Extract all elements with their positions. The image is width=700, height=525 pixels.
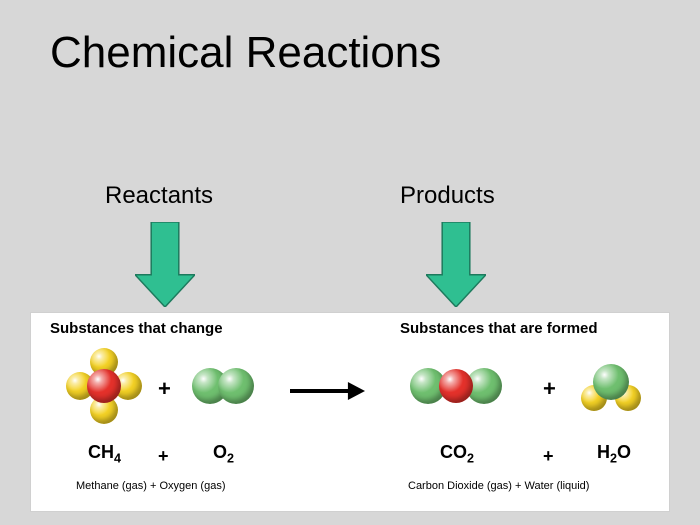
- atom-carbon: [87, 369, 121, 403]
- plus-right: +: [543, 376, 556, 402]
- formula-o2: O2: [213, 442, 234, 466]
- formula-co2: CO2: [440, 442, 474, 466]
- arrow-products: [426, 222, 486, 307]
- slide-title: Chemical Reactions: [50, 28, 441, 78]
- atom-oxygen: [593, 364, 629, 400]
- plus-formula-right: +: [543, 446, 554, 467]
- label-products: Products: [400, 182, 495, 210]
- plus-left: +: [158, 376, 171, 402]
- arrow-reactants: [135, 222, 195, 307]
- plus-formula-left: +: [158, 446, 169, 467]
- atom-oxygen: [218, 368, 254, 404]
- label-reactants: Reactants: [105, 182, 213, 210]
- desc-reactants: Methane (gas) + Oxygen (gas): [76, 480, 226, 492]
- formula-ch4: CH4: [88, 442, 121, 466]
- formula-h2o: H2O: [597, 442, 631, 466]
- heading-products: Substances that are formed: [400, 320, 598, 337]
- heading-reactants: Substances that change: [50, 320, 223, 337]
- reaction-arrow-icon: [290, 382, 365, 400]
- desc-products: Carbon Dioxide (gas) + Water (liquid): [408, 480, 589, 492]
- atom-carbon: [439, 369, 473, 403]
